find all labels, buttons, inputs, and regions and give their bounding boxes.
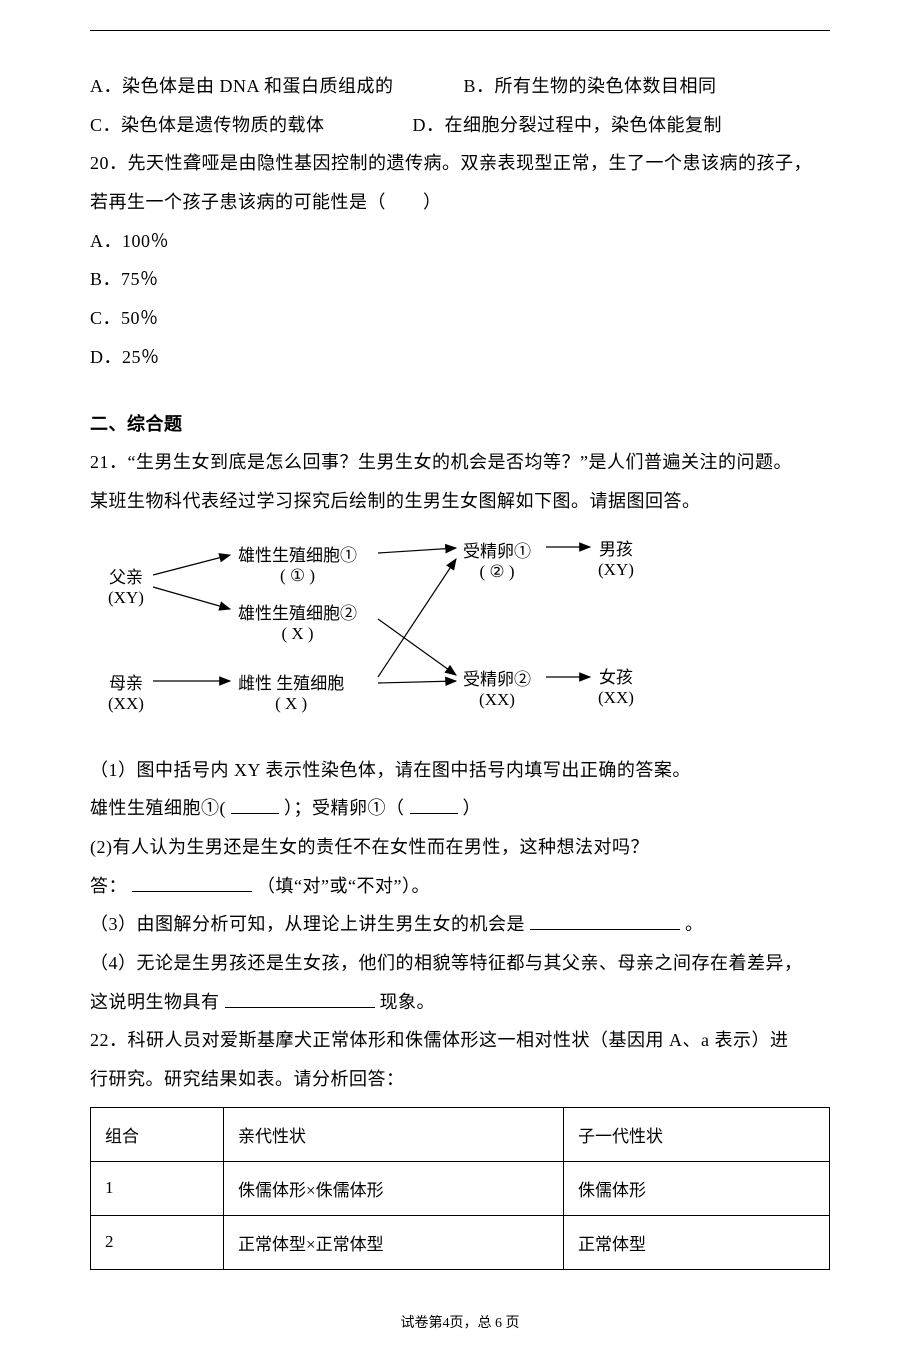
q19-options-row2: C．染色体是遗传物质的载体 D．在细胞分裂过程中，染色体能复制 bbox=[90, 106, 830, 145]
q21-figure: 父亲 (XY) 母亲 (XX) 雄性生殖细胞① ( ① ) 雄性生殖细胞② ( … bbox=[108, 543, 668, 711]
cell-1-0: 1 bbox=[91, 1161, 224, 1215]
q19-options-row1: A．染色体是由 DNA 和蛋白质组成的 B．所有生物的染色体数目相同 bbox=[90, 67, 830, 106]
q20-optB: B．75％ bbox=[90, 260, 830, 299]
top-rule bbox=[90, 30, 830, 31]
q21-sub4a: （4）无论是生男孩还是生女孩，他们的相貌等特征都与其父亲、母亲之间存在着差异， bbox=[90, 944, 830, 983]
q20-stem1: 20．先天性聋哑是由隐性基因控制的遗传病。双亲表现型正常，生了一个患该病的孩子， bbox=[90, 144, 830, 183]
th-parent: 亲代性状 bbox=[224, 1107, 564, 1161]
q21-sub2-ans-label: 答： bbox=[90, 876, 127, 896]
q21-sub3: （3）由图解分析可知，从理论上讲生男生女的机会是 。 bbox=[90, 905, 830, 944]
table-row: 1 侏儒体形×侏儒体形 侏儒体形 bbox=[91, 1161, 830, 1215]
q21-sub4c: 现象。 bbox=[380, 992, 436, 1012]
q21-sub1: （1）图中括号内 XY 表示性染色体，请在图中括号内填写出正确的答案。 bbox=[90, 751, 830, 790]
q20-optC: C．50％ bbox=[90, 299, 830, 338]
q20-stem2: 若再生一个孩子患该病的可能性是（ ） bbox=[90, 183, 830, 222]
table-row: 2 正常体型×正常体型 正常体型 bbox=[91, 1215, 830, 1269]
th-offspring: 子一代性状 bbox=[563, 1107, 829, 1161]
q21-stem1: 21．“生男生女到底是怎么回事？生男生女的机会是否均等？”是人们普遍关注的问题。 bbox=[90, 443, 830, 482]
fig-arrows bbox=[108, 543, 668, 713]
q21-sub4b-line: 这说明生物具有 现象。 bbox=[90, 983, 830, 1022]
q21-sub1-line2c: ） bbox=[463, 798, 482, 818]
q20-optD: D．25％ bbox=[90, 338, 830, 377]
q21-sub1-line2a: 雄性生殖细胞①( bbox=[90, 798, 226, 818]
q19-optA: A．染色体是由 DNA 和蛋白质组成的 bbox=[90, 67, 394, 106]
section2-title: 二、综合题 bbox=[90, 405, 830, 444]
q22-stem2: 行研究。研究结果如表。请分析回答： bbox=[90, 1060, 830, 1099]
blank-sub4 bbox=[225, 989, 375, 1008]
q21-sub2-ans: 答： （填“对”或“不对”）。 bbox=[90, 867, 830, 906]
q19-optD: D．在细胞分裂过程中，染色体能复制 bbox=[413, 106, 723, 145]
q20-optA: A．100％ bbox=[90, 222, 830, 261]
page-footer: 试卷第4页，总 6 页 bbox=[90, 1312, 830, 1332]
q21-sub3b: 。 bbox=[685, 914, 704, 934]
q21-sub1-line2: 雄性生殖细胞①( ）；受精卵①（ ） bbox=[90, 789, 830, 828]
q21-sub2-tail: （填“对”或“不对”）。 bbox=[257, 876, 430, 896]
q22-table: 组合 亲代性状 子一代性状 1 侏儒体形×侏儒体形 侏儒体形 2 正常体型×正常… bbox=[90, 1107, 830, 1270]
cell-2-1: 正常体型×正常体型 bbox=[224, 1215, 564, 1269]
th-combo: 组合 bbox=[91, 1107, 224, 1161]
q21-sub1-line2b: ）；受精卵①（ bbox=[284, 798, 405, 818]
blank-z1 bbox=[410, 795, 458, 814]
q21-sub4b: 这说明生物具有 bbox=[90, 992, 220, 1012]
cell-1-2: 侏儒体形 bbox=[563, 1161, 829, 1215]
q19-optB: B．所有生物的染色体数目相同 bbox=[464, 67, 717, 106]
cell-2-0: 2 bbox=[91, 1215, 224, 1269]
blank-sub3 bbox=[530, 911, 680, 930]
q21-sub2: (2)有人认为生男还是生女的责任不在女性而在男性，这种想法对吗？ bbox=[90, 828, 830, 867]
q19-optC: C．染色体是遗传物质的载体 bbox=[90, 106, 325, 145]
blank-sub2 bbox=[132, 873, 252, 892]
q21-sub3a: （3）由图解分析可知，从理论上讲生男生女的机会是 bbox=[90, 914, 525, 934]
q21-stem2: 某班生物科代表经过学习探究后绘制的生男生女图解如下图。请据图回答。 bbox=[90, 482, 830, 521]
table-header-row: 组合 亲代性状 子一代性状 bbox=[91, 1107, 830, 1161]
q22-stem1: 22．科研人员对爱斯基摩犬正常体形和侏儒体形这一相对性状（基因用 A、a 表示）… bbox=[90, 1021, 830, 1060]
blank-mg1 bbox=[231, 795, 279, 814]
cell-2-2: 正常体型 bbox=[563, 1215, 829, 1269]
page: A．染色体是由 DNA 和蛋白质组成的 B．所有生物的染色体数目相同 C．染色体… bbox=[0, 0, 920, 1372]
cell-1-1: 侏儒体形×侏儒体形 bbox=[224, 1161, 564, 1215]
